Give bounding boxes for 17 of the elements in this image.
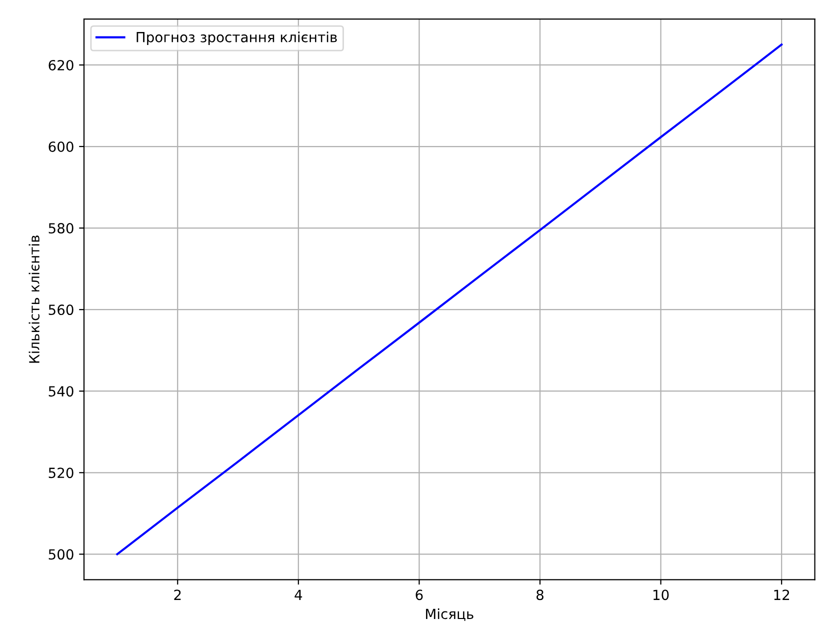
y-tick-label: 500 xyxy=(48,549,74,560)
x-tick-label: 10 xyxy=(653,590,669,600)
line-series xyxy=(116,44,783,556)
y-tick-label: 540 xyxy=(48,386,74,397)
x-tick-label: 6 xyxy=(416,590,423,600)
x-tick-label: 8 xyxy=(536,590,544,600)
y-tick-label: 600 xyxy=(48,141,74,152)
x-axis-title: Місяць xyxy=(426,608,474,621)
x-tick-label: 4 xyxy=(294,590,302,600)
y-tick-label: 580 xyxy=(48,223,74,234)
y-tick-label: 560 xyxy=(48,304,74,316)
y-axis-title: Кількість клієнтів xyxy=(28,236,40,363)
x-tick-label: 2 xyxy=(174,590,181,600)
y-tick-label: 520 xyxy=(48,468,74,478)
legend-label: Прогноз зростання клієнтів xyxy=(136,32,337,46)
x-tick-label: 12 xyxy=(774,590,790,600)
y-tick-label: 620 xyxy=(48,60,74,70)
